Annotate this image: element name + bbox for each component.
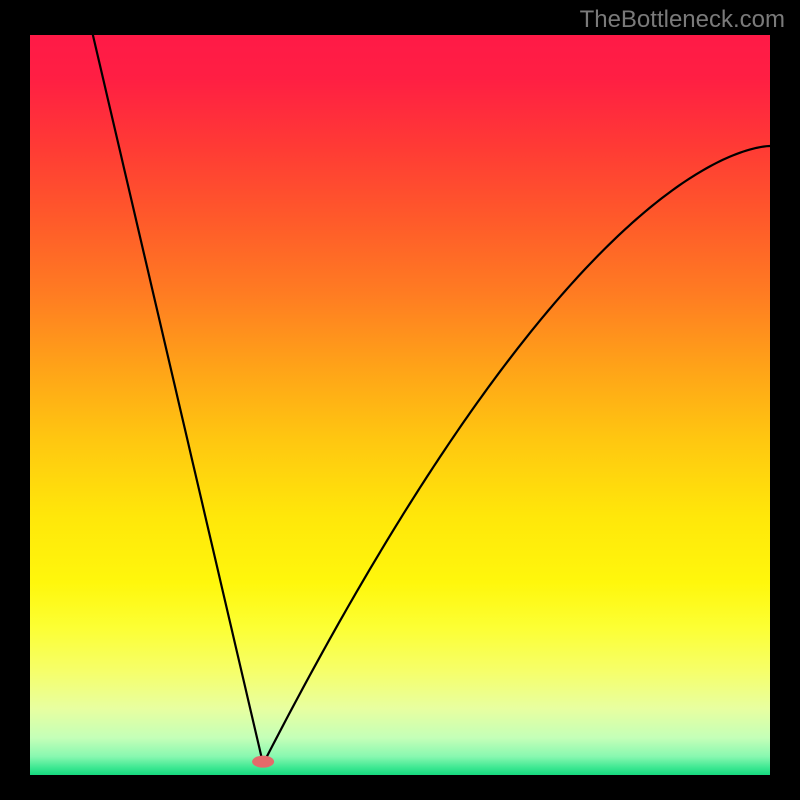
gradient-background [30,35,770,775]
chart-frame [30,35,770,775]
watermark-text: TheBottleneck.com [580,6,785,34]
chart-svg [30,35,770,775]
optimal-point-marker [252,756,274,768]
